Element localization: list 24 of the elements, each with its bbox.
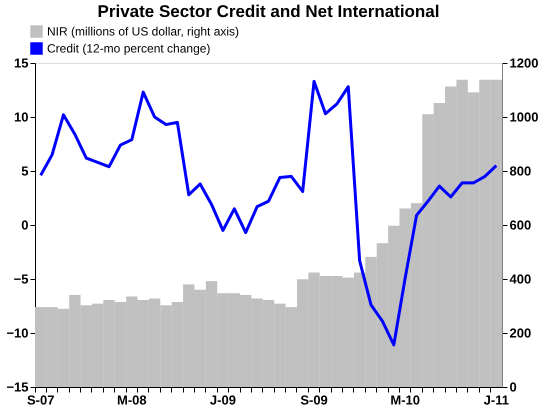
y2-tick-label: 800 <box>510 164 532 178</box>
y-tick-label: 10 <box>14 110 28 124</box>
y2-tick-label: 1200 <box>510 56 538 70</box>
x-tick-label: M-10 <box>390 392 420 408</box>
x-tick-label: J-09 <box>210 392 236 408</box>
y2-tick-label: 200 <box>510 326 532 340</box>
y-tick-label: 0 <box>21 218 28 232</box>
y-tick-label: 5 <box>21 164 28 178</box>
y-tick-label: −10 <box>6 326 28 340</box>
legend-label: NIR (millions of US dollar, right axis) <box>47 24 240 38</box>
y-tick-label: −15 <box>6 380 28 394</box>
legend-label: Credit (12-mo percent change) <box>47 42 210 56</box>
y2-tick-label: 0 <box>510 380 517 394</box>
line-series <box>39 80 498 346</box>
x-tick-label: J-11 <box>484 392 509 408</box>
y-tick-label: −5 <box>14 272 28 286</box>
x-tick-label: M-08 <box>117 392 147 408</box>
x-tick-label: S-09 <box>300 392 328 408</box>
chart-title: Private Sector Credit and Net International <box>98 2 440 21</box>
x-tick-label: S-07 <box>26 392 54 408</box>
y-tick-label: 15 <box>14 56 28 70</box>
y2-tick-label: 600 <box>510 218 532 232</box>
y2-tick-label: 1000 <box>510 110 538 124</box>
y2-tick-label: 400 <box>510 272 532 286</box>
